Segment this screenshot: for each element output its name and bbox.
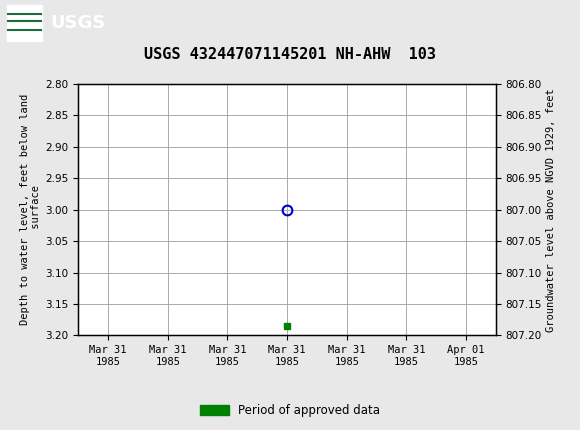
Text: USGS: USGS xyxy=(50,14,106,31)
Bar xyxy=(7,4,42,41)
Legend: Period of approved data: Period of approved data xyxy=(195,399,385,422)
Y-axis label: Depth to water level, feet below land
 surface: Depth to water level, feet below land su… xyxy=(20,94,41,325)
Y-axis label: Groundwater level above NGVD 1929, feet: Groundwater level above NGVD 1929, feet xyxy=(546,88,556,332)
Text: USGS 432447071145201 NH-AHW  103: USGS 432447071145201 NH-AHW 103 xyxy=(144,47,436,62)
